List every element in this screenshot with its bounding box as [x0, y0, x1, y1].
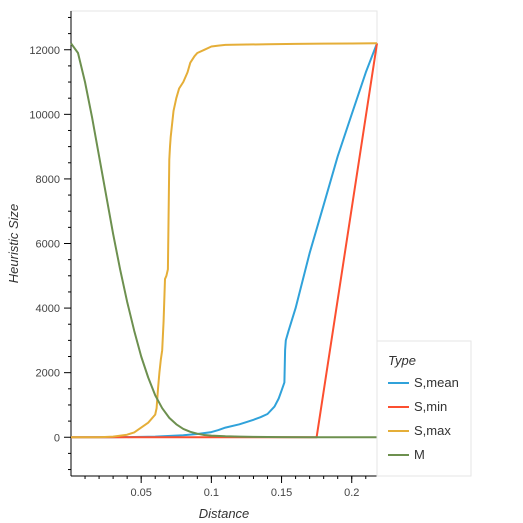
- legend: Type S,mean S,min S,max M: [376, 340, 472, 477]
- x-axis-ticks: 0.05 0.1 0.15 0.2: [84, 476, 367, 499]
- legend-box: [376, 340, 472, 477]
- y-tick-label: 8000: [36, 174, 60, 186]
- y-axis-title: Heuristic Size: [6, 204, 21, 283]
- legend-title: Type: [388, 353, 416, 368]
- legend-items: S,mean S,min S,max M: [388, 375, 459, 462]
- legend-label: M: [414, 447, 425, 462]
- y-tick-label: 4000: [36, 303, 60, 315]
- series-line-m: [70, 42, 377, 439]
- x-tick-label: 0.2: [344, 487, 359, 499]
- series-line-s-max: [71, 42, 378, 439]
- plot-frame: [70, 10, 378, 477]
- y-tick-label: 6000: [36, 239, 60, 251]
- y-tick-label: 2000: [36, 368, 60, 380]
- x-tick-label: 0.15: [271, 487, 292, 499]
- series-lines: [70, 42, 378, 439]
- x-tick-label: 0.05: [130, 487, 151, 499]
- plot-area: 0.05 0.1 0.15 0.2 0 2000 4000 6000 8000 10000 120…: [29, 10, 378, 499]
- y-tick-label: 12000: [29, 45, 60, 57]
- series-line-s-mean: [71, 42, 378, 439]
- x-tick-label: 0.1: [204, 487, 219, 499]
- y-tick-label: 10000: [29, 109, 60, 121]
- y-axis-ticks: 0 2000 4000 6000 8000 10000 12000: [29, 16, 71, 471]
- x-axis-title: Distance: [199, 506, 250, 521]
- legend-label: S,mean: [414, 375, 459, 390]
- legend-label: S,min: [414, 399, 447, 414]
- y-tick-label: 0: [54, 432, 60, 444]
- legend-label: S,max: [414, 423, 451, 438]
